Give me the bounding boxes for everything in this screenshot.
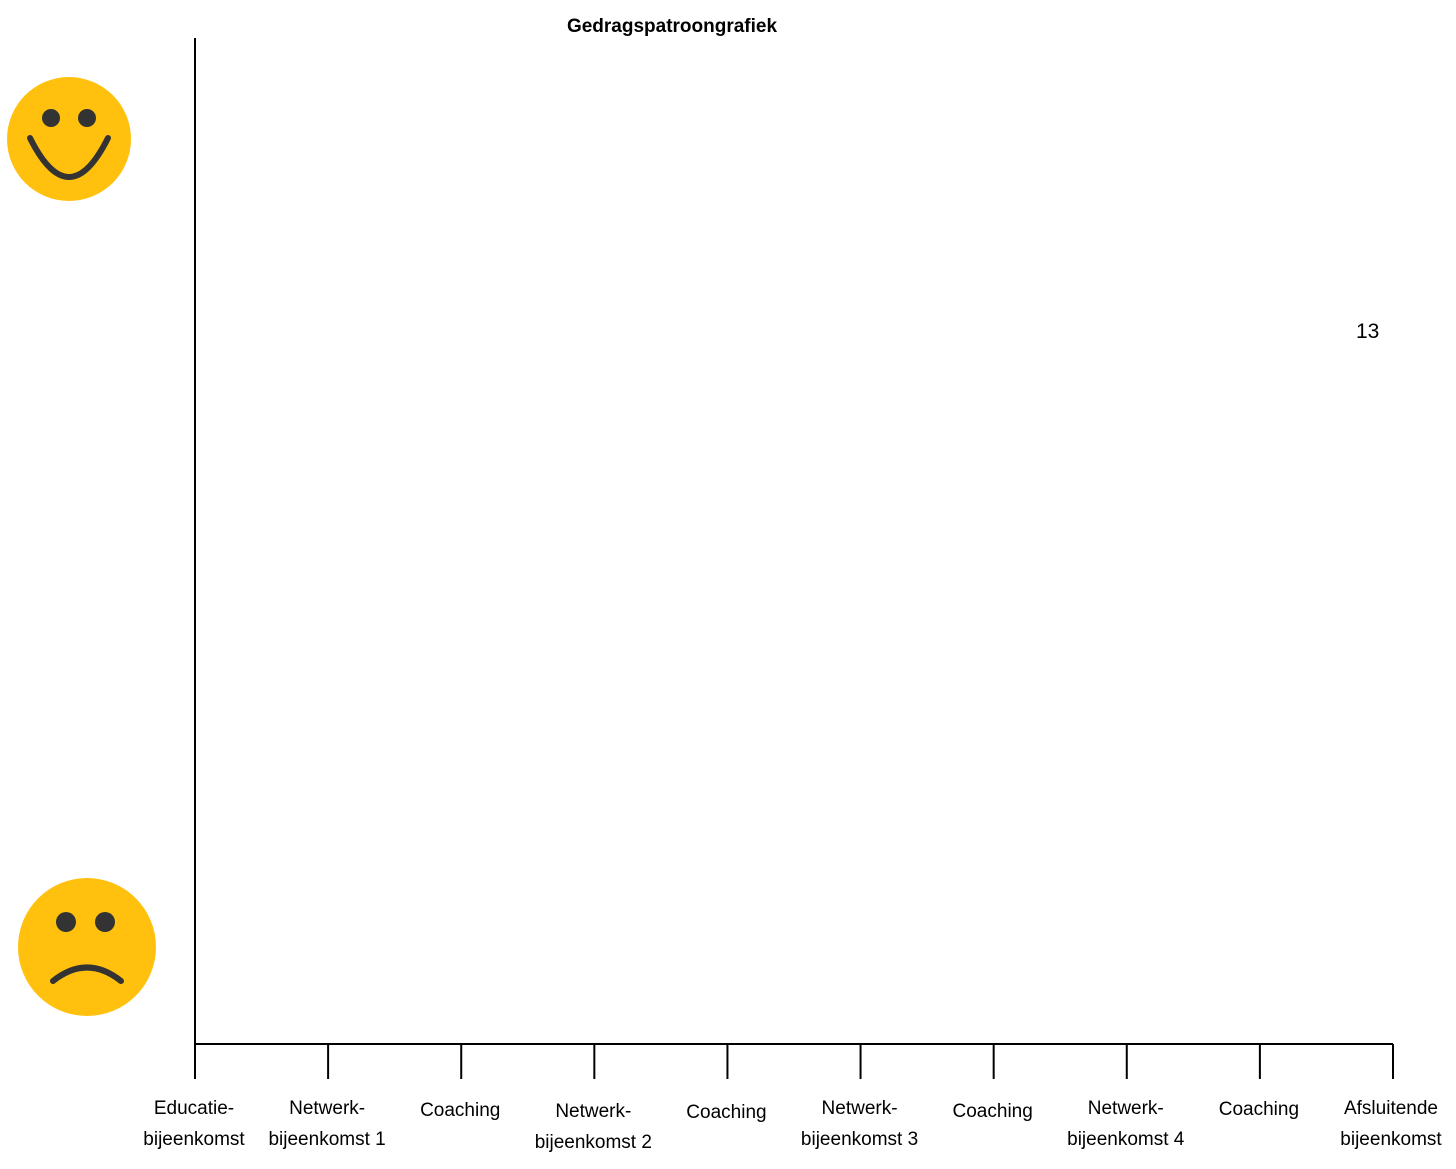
x-tick-label: Afsluitende bijeenkomst bbox=[1326, 1093, 1456, 1155]
x-tick-label: Netwerk- bijeenkomst 4 bbox=[1061, 1093, 1191, 1155]
x-tick-label: Coaching bbox=[928, 1096, 1058, 1127]
x-tick-label: Netwerk- bijeenkomst 1 bbox=[262, 1093, 392, 1155]
x-tick-label: Netwerk- bijeenkomst 2 bbox=[528, 1096, 658, 1158]
x-tick-label: Educatie- bijeenkomst bbox=[129, 1093, 259, 1155]
x-tick-label: Coaching bbox=[1194, 1094, 1324, 1125]
x-tick-label: Netwerk- bijeenkomst 3 bbox=[795, 1093, 925, 1155]
x-tick-label: Coaching bbox=[395, 1095, 525, 1126]
x-axis-ticks bbox=[195, 1044, 1393, 1079]
x-tick-label: Coaching bbox=[661, 1097, 791, 1128]
